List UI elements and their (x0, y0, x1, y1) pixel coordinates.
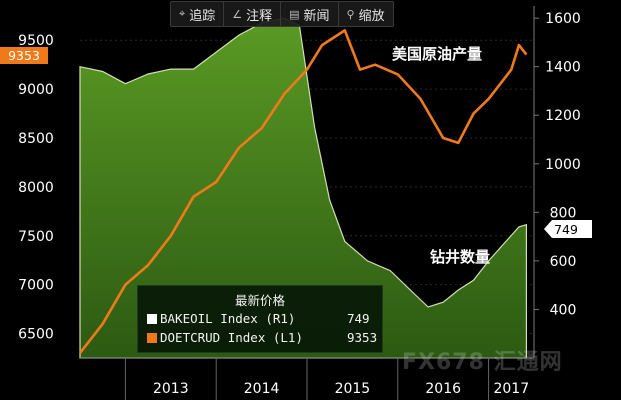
legend-name: BAKEOIL Index (R1) (160, 311, 296, 326)
news-label: 新闻 (303, 8, 330, 24)
x-tick-label: 2015 (335, 381, 371, 397)
x-axis-tick-labels: 2013 2014 2015 2016 2017 (124, 358, 529, 400)
left-tick-label: 6500 (18, 327, 54, 343)
legend-row-doetcrud: DOETCRUD Index (L1) 9353 (138, 328, 382, 347)
x-tick-label: 2016 (425, 381, 461, 397)
legend-value: 9353 (347, 330, 378, 345)
track-label: 追踪 (189, 8, 216, 24)
right-tick-label: 400 (550, 302, 577, 318)
right-tick-label: 1000 (545, 157, 581, 173)
crosshair-icon: ⌖ (179, 7, 186, 20)
x-tick-label: 2013 (153, 381, 189, 397)
last-value-right: 749 (554, 222, 578, 237)
legend-title: 最新价格 (234, 293, 285, 308)
annotation-production: 美国原油产量 (392, 45, 482, 63)
x-tick-label: 2017 (493, 381, 529, 397)
annotate-label: 注释 (246, 8, 273, 24)
last-value-tag-right: 749 (544, 220, 592, 238)
annotate-icon: ∠ (232, 7, 243, 21)
left-tick-label: 8500 (18, 131, 54, 147)
last-value-left: 9353 (8, 48, 40, 63)
news-button[interactable]: ▤ 新闻 (281, 2, 339, 26)
left-axis-tick-labels: 6500 7000 7500 8000 8500 9000 9500 (18, 33, 54, 342)
news-icon: ▤ (289, 7, 300, 21)
legend-row-bakeoil: BAKEOIL Index (R1) 749 (138, 309, 382, 328)
right-tick-label: 1600 (545, 11, 581, 27)
production-line (78, 29, 528, 354)
legend-swatch-orange (147, 332, 157, 343)
legend-swatch-white (147, 313, 157, 324)
right-axis-tick-labels: 400 600 800 1000 1200 1400 1600 (534, 11, 581, 318)
annotation-rig-count: 钻井数量 (430, 248, 490, 266)
right-tick-label: 1400 (545, 60, 581, 76)
track-button[interactable]: ⌖ 追踪 (171, 2, 225, 26)
legend: 最新价格 BAKEOIL Index (R1) 749 DOETCRUD Ind… (137, 285, 383, 353)
zoom-button[interactable]: ⚲ 缩放 (339, 2, 393, 26)
zoom-icon: ⚲ (346, 7, 355, 21)
right-tick-label: 1200 (545, 108, 581, 124)
right-tick-label: 600 (550, 254, 577, 270)
legend-value: 749 (347, 311, 370, 326)
left-tick-label: 7000 (18, 278, 54, 294)
annotate-button[interactable]: ∠ 注释 (224, 2, 282, 26)
zoom-label: 缩放 (358, 8, 385, 24)
left-tick-label: 7500 (18, 229, 54, 245)
watermark-logo: FX678 汇通网 (402, 350, 563, 375)
rig-count-area (79, 17, 527, 359)
left-tick-label: 8000 (18, 180, 54, 196)
left-tick-label: 9000 (18, 82, 54, 98)
last-value-tag-left: 9353 (0, 47, 48, 64)
legend-name: DOETCRUD Index (L1) (160, 330, 303, 345)
right-tick-label: 800 (550, 205, 577, 221)
left-tick-label: 9500 (18, 33, 54, 49)
x-tick-label: 2014 (244, 381, 280, 397)
chart-toolbar: ⌖ 追踪 ∠ 注释 ▤ 新闻 ⚲ 缩放 (170, 1, 394, 27)
